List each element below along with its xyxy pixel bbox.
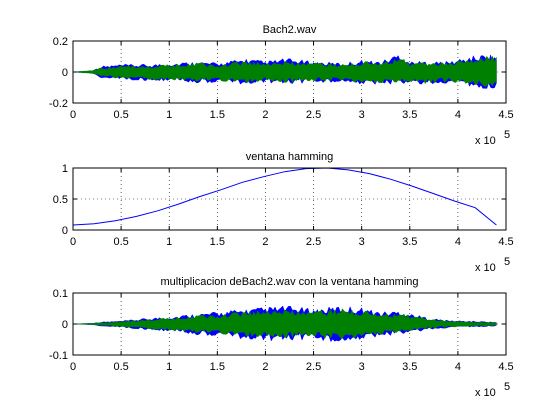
- x-tick-label: 3.5: [402, 236, 417, 248]
- y-tick-label: 0.1: [53, 288, 68, 300]
- x-tick-label: 1: [166, 236, 172, 248]
- y-tick-label: 1: [62, 163, 68, 175]
- series-2-waveform: [72, 55, 497, 87]
- x-exponent-power: 5: [504, 129, 510, 141]
- x-tick-label: 1.5: [210, 236, 225, 248]
- x-tick-label: 0: [70, 361, 76, 373]
- x-tick-label: 4.5: [498, 236, 513, 248]
- x-tick-label: 4.5: [498, 361, 513, 373]
- x-tick-label: 0.5: [113, 361, 128, 373]
- x-tick-label: 2: [262, 236, 268, 248]
- x-exponent-label: x 10: [475, 262, 496, 274]
- x-tick-label: 2: [262, 361, 268, 373]
- y-tick-label: 0.5: [53, 194, 68, 206]
- subplot-3: 0 0.5 1 1.5 2 2.5 3 3.5 4 4.5-0.100.1multiplicaci…: [49, 276, 514, 399]
- y-tick-label: 0: [62, 225, 68, 237]
- x-tick-label: 0: [70, 109, 76, 121]
- x-tick-label: 2.5: [306, 109, 321, 121]
- x-tick-label: 1.5: [210, 361, 225, 373]
- x-exponent-power: 5: [504, 381, 510, 393]
- subplot-2: 0 0.5 1 1.5 2 2.5 3 3.5 4 4.5 0 0.5 1 ventana hamming…: [53, 151, 514, 274]
- subplot-title: Bach2.wav: [263, 24, 317, 36]
- subplot-title: ventana hamming: [246, 151, 333, 163]
- x-tick-label: 4: [455, 361, 461, 373]
- x-tick-label: 2.5: [306, 236, 321, 248]
- x-tick-label: 1.5: [210, 109, 225, 121]
- x-tick-label: 3.5: [402, 361, 417, 373]
- x-exponent-label: x 10: [475, 135, 496, 147]
- y-tick-label: -0.1: [49, 350, 68, 362]
- x-tick-label: 0.5: [113, 236, 128, 248]
- x-tick-label: 3.5: [402, 109, 417, 121]
- x-tick-label: 2.5: [306, 361, 321, 373]
- series-2-waveform: [73, 308, 497, 339]
- x-tick-label: 4.5: [498, 109, 513, 121]
- y-tick-label: 0: [62, 67, 68, 79]
- y-tick-label: -0.2: [49, 98, 68, 110]
- x-tick-label: 4: [455, 236, 461, 248]
- series-1-line: [72, 167, 497, 226]
- x-tick-label: 2: [262, 109, 268, 121]
- x-tick-label: 3: [359, 109, 365, 121]
- x-tick-label: 4: [455, 109, 461, 121]
- x-tick-label: 1: [166, 361, 172, 373]
- x-tick-label: 1: [166, 109, 172, 121]
- subplot-title: multiplicacion deBach2.wav con la ventan…: [160, 276, 418, 288]
- x-tick-label: 3: [359, 236, 365, 248]
- x-exponent-power: 5: [504, 256, 510, 268]
- x-tick-label: 0: [70, 236, 76, 248]
- y-tick-label: 0: [62, 319, 68, 331]
- x-exponent-label: x 10: [475, 387, 496, 399]
- x-tick-label: 0.5: [113, 109, 128, 121]
- y-tick-label: 0.2: [53, 36, 68, 48]
- x-tick-label: 3: [359, 361, 365, 373]
